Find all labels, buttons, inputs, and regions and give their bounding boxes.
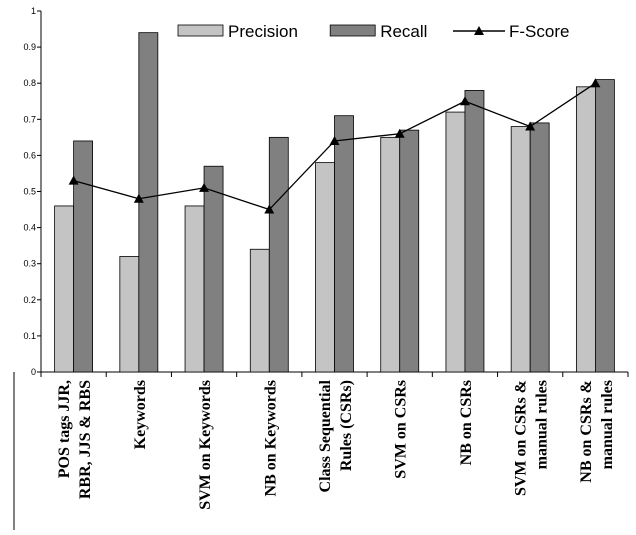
f-score-marker [525, 121, 536, 131]
y-tick-label: 0.3 [23, 259, 36, 269]
category-label: NB on CSRs & manual rules [578, 380, 616, 483]
recall-bar [529, 122, 550, 373]
precision-bar [119, 256, 140, 373]
y-tick-label: 0.2 [23, 295, 36, 305]
precision-bar [315, 162, 335, 373]
bars [54, 32, 615, 373]
recall-bar [594, 79, 615, 373]
y-tick-label: 0.9 [23, 42, 36, 52]
recall-bar [203, 165, 224, 373]
recall-bar [334, 115, 354, 373]
y-tick-label: 0.1 [23, 331, 36, 341]
category-label-line: SVM on CSRs [393, 380, 410, 479]
f-score-marker [329, 135, 340, 145]
f-score-line [68, 78, 601, 214]
x-axis-category-labels: POS tags JJR, RBR, JJS & RBS Keywords SVM o… [56, 379, 616, 509]
recall-bar [73, 140, 94, 373]
category-label-line: NB on CSRs & [578, 380, 595, 483]
recall-bar [268, 136, 289, 373]
f-score-marker [590, 78, 601, 88]
y-tick-label: 1 [31, 6, 36, 16]
category-label-line: Rules (CSRs) [338, 380, 355, 471]
f-score-marker [68, 175, 79, 185]
category-label: POS tags JJR, RBR, JJS & RBS [56, 380, 94, 499]
category-label: Class Sequential Rules (CSRs) [317, 379, 355, 492]
legend: Precision Recall F-Score [171, 20, 571, 42]
y-tick-label: 0 [31, 367, 36, 377]
y-axis-ticks: 0 0.1 0.2 0.3 0.4 0.5 0.6 0.7 0.8 0.9 1 [23, 6, 41, 377]
f-score-marker [459, 96, 470, 106]
category-label: NB on CSRs [458, 380, 475, 465]
category-label-line: manual rules [599, 380, 616, 469]
category-label: SVM on CSRs [393, 380, 410, 479]
precision-bar [510, 126, 531, 373]
category-label-line: manual rules [534, 380, 551, 469]
precision-legend-swatch [177, 24, 224, 37]
category-label-line: SVM on Keywords [197, 380, 214, 510]
precision-bar [575, 86, 596, 373]
f-score-marker [199, 182, 210, 192]
recall-legend-label: Recall [380, 22, 427, 41]
category-label-line: SVM on CSRs & [513, 380, 530, 496]
f-score-legend-marker [474, 26, 484, 35]
category-label: NB on Keywords [262, 380, 279, 496]
category-label-line: Class Sequential [317, 379, 334, 492]
recall-bar [464, 90, 485, 373]
category-label-line: NB on Keywords [262, 380, 279, 496]
category-label-line: RBR, JJS & RBS [77, 380, 94, 499]
precision-bar [184, 205, 205, 373]
category-label-line: Keywords [132, 380, 149, 449]
precision-bar [249, 248, 270, 373]
precision-bar [380, 136, 401, 373]
recall-bar [399, 129, 420, 373]
y-tick-label: 0.8 [23, 78, 36, 88]
y-tick-label: 0.5 [23, 187, 36, 197]
f-score-legend-label: F-Score [509, 22, 569, 41]
f-score-marker [394, 128, 405, 138]
y-tick-label: 0.4 [23, 223, 36, 233]
precision-bar [54, 205, 75, 373]
recall-legend-swatch [329, 24, 376, 37]
y-tick-label: 0.6 [23, 150, 36, 160]
category-label-line: NB on CSRs [458, 380, 475, 465]
f-score-marker [133, 193, 144, 203]
category-label: Keywords [132, 380, 149, 449]
y-tick-label: 0.7 [23, 114, 36, 124]
precision-legend-label: Precision [228, 22, 298, 41]
category-label: SVM on CSRs & manual rules [513, 380, 551, 496]
category-label-line: POS tags JJR, [56, 380, 73, 478]
precision-bar [445, 111, 466, 373]
category-label: SVM on Keywords [197, 380, 214, 510]
f-score-marker [264, 204, 275, 214]
